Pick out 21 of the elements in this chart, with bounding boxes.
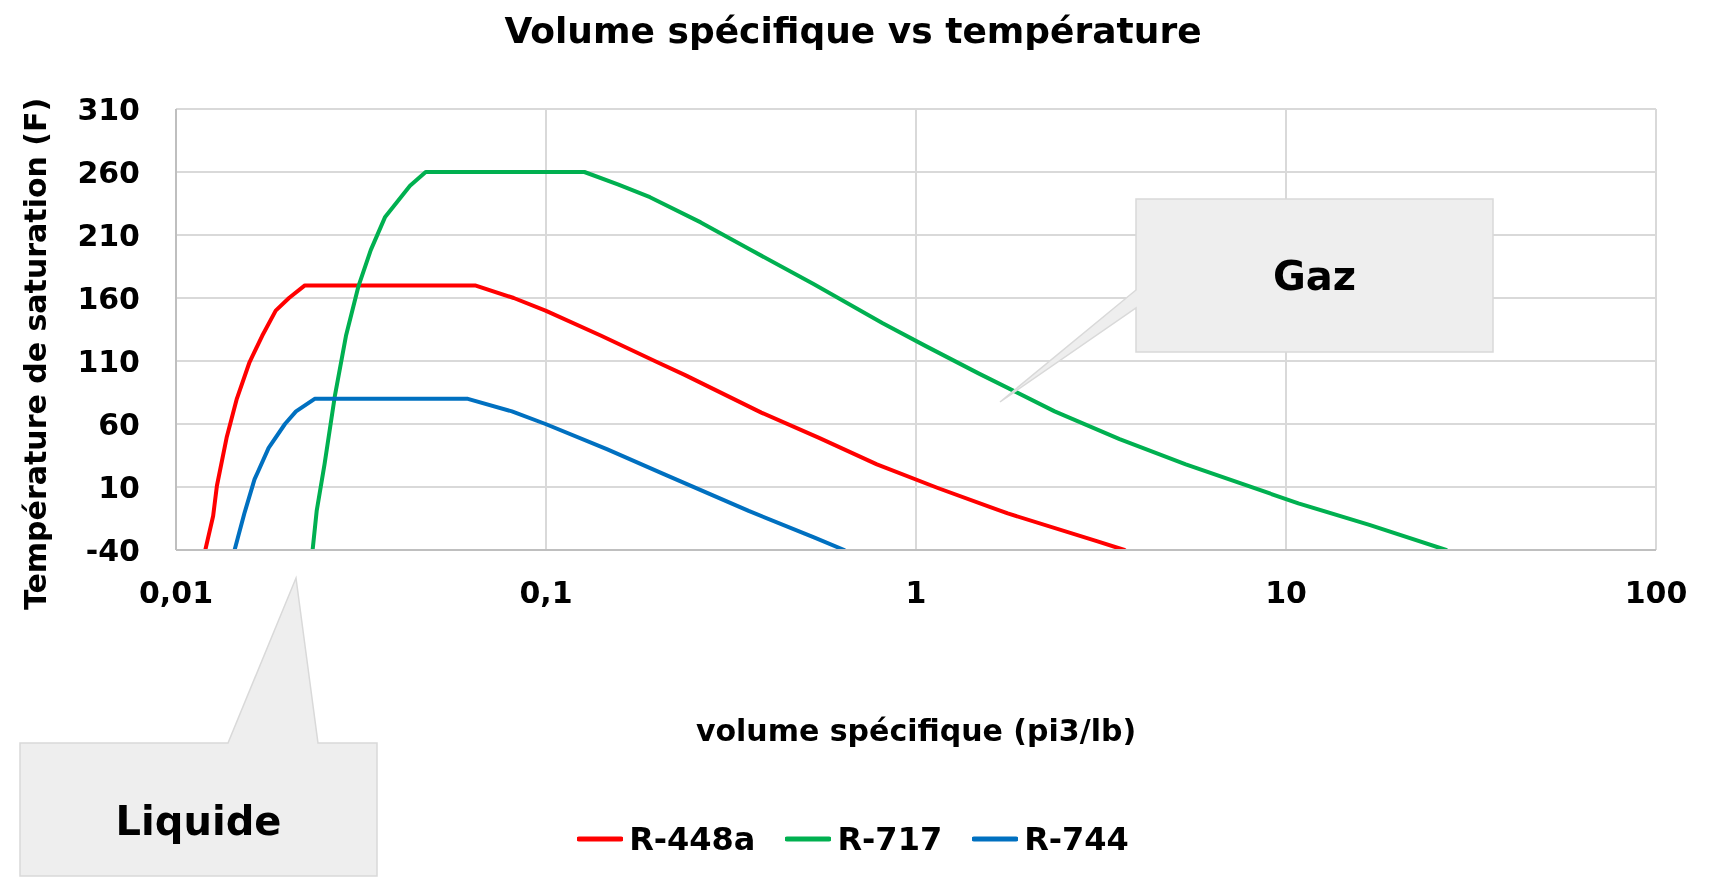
text: Liquide — [114, 798, 283, 844]
x-tick-label: 0,01 — [138, 575, 214, 611]
y-tick-label: 260 — [77, 154, 140, 190]
y-tick-label: 160 — [77, 280, 140, 316]
y-tick-label: 110 — [77, 343, 140, 379]
x-tick-label: 0,1 — [519, 575, 573, 611]
annotation: Gaz — [1271, 253, 1358, 299]
y-tick-label: 210 — [77, 217, 140, 253]
x-tick-label: 10 — [1265, 575, 1307, 611]
chart-title: Volume spécifique vs température — [503, 10, 1203, 51]
y-tick-label: 60 — [98, 406, 140, 442]
y-axis-title: Température de saturation (F) — [17, 97, 54, 610]
y-tick-label: 10 — [98, 469, 140, 505]
legend-label: R-717 — [837, 820, 943, 858]
x-tick-label: 100 — [1624, 575, 1688, 611]
y-tick-label: -40 — [85, 532, 140, 568]
x-tick-label: 1 — [905, 575, 927, 611]
y-tick-label: 310 — [77, 91, 140, 127]
legend-label: R-448a — [629, 820, 756, 858]
legend-label: R-744 — [1024, 820, 1129, 858]
x-axis-title: volume spécifique (pi3/lb) — [694, 713, 1138, 748]
